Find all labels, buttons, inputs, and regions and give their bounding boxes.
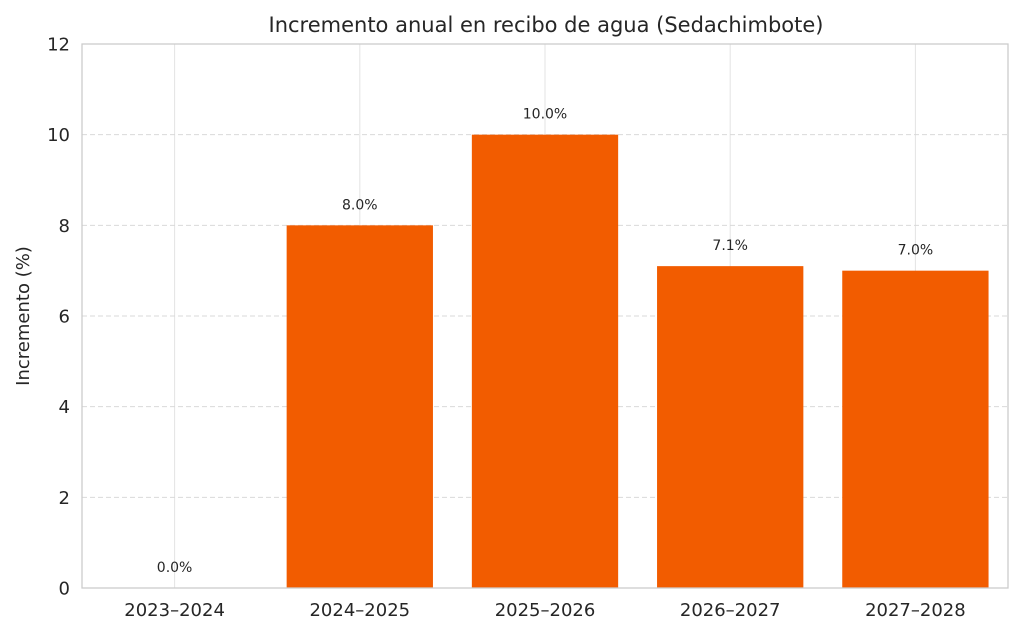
y-tick-label: 8 xyxy=(59,216,70,237)
bar-data-label: 8.0% xyxy=(342,197,378,213)
bars xyxy=(286,134,989,589)
y-tick-label: 6 xyxy=(59,307,70,328)
plot-area-frame xyxy=(81,43,1009,589)
bar xyxy=(471,134,619,588)
x-tick-label: 2023–2024 xyxy=(124,600,225,621)
bar xyxy=(842,270,989,588)
chart-title: Incremento anual en recibo de agua (Seda… xyxy=(269,13,824,37)
x-tick-label: 2027–2028 xyxy=(865,600,966,621)
x-tick-label: 2025–2026 xyxy=(495,600,596,621)
bar xyxy=(657,266,804,588)
bar-data-label: 7.0% xyxy=(898,243,934,259)
y-axis-ticks: 0 2 4 6 8 10 12 xyxy=(47,35,70,600)
bar xyxy=(286,225,433,589)
bar-data-label: 0.0% xyxy=(157,560,193,576)
data-labels: 0.0% 8.0% 10.0% 7.1% 7.0% xyxy=(157,107,933,576)
y-tick-label: 4 xyxy=(59,397,70,418)
bar-data-label: 7.1% xyxy=(712,238,748,254)
y-tick-label: 0 xyxy=(59,579,70,600)
bar-data-label: 10.0% xyxy=(523,107,567,123)
y-tick-label: 12 xyxy=(47,35,70,56)
y-axis-label: Incremento (%) xyxy=(13,246,34,386)
x-axis-ticks: 2023–2024 2024–2025 2025–2026 2026–2027 2027… xyxy=(124,600,965,621)
y-tick-label: 2 xyxy=(59,488,70,509)
x-tick-label: 2024–2025 xyxy=(309,600,410,621)
y-tick-label: 10 xyxy=(47,125,70,146)
x-tick-label: 2026–2027 xyxy=(680,600,781,621)
